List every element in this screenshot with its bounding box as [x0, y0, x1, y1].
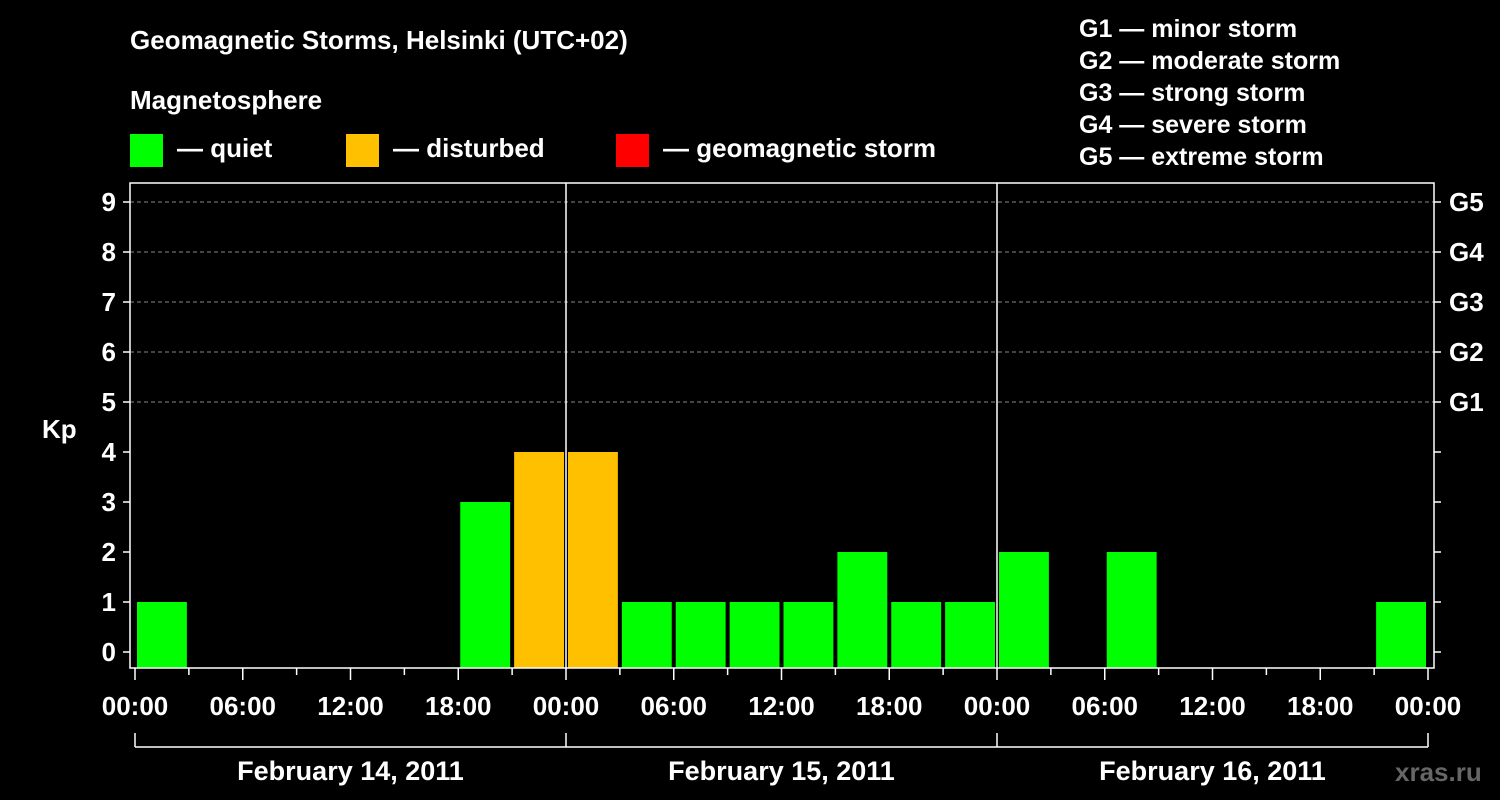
- x-tick-label: 00:00: [1395, 691, 1462, 721]
- kp-bar: [1376, 602, 1426, 668]
- legend-label-disturbed: — disturbed: [393, 133, 545, 163]
- legend: — quiet — disturbed — geomagnetic storm: [130, 133, 936, 167]
- day-label: February 16, 2011: [1099, 756, 1326, 786]
- storm-level-label: G3: [1449, 287, 1484, 317]
- legend-swatch-quiet: [130, 134, 163, 167]
- x-tick-label: 06:00: [641, 691, 708, 721]
- storm-level-label: G4: [1449, 237, 1484, 267]
- x-tick-label: 12:00: [317, 691, 384, 721]
- legend-swatch-disturbed: [346, 134, 379, 167]
- storm-level-label: G2: [1449, 337, 1484, 367]
- y-tick-label: 0: [102, 637, 116, 667]
- x-tick-label: 12:00: [1179, 691, 1246, 721]
- kp-bar: [783, 602, 834, 668]
- kp-bar: [137, 602, 187, 668]
- y-axis-label: Kp: [42, 414, 77, 444]
- x-tick-label: 18:00: [425, 691, 492, 721]
- kp-bar: [675, 602, 726, 668]
- y-tick-label: 9: [102, 187, 116, 217]
- x-tick-label: 00:00: [102, 691, 169, 721]
- kp-bar: [460, 502, 511, 668]
- storm-scale-list: G1 — minor storm G2 — moderate storm G3 — …: [1079, 15, 1340, 171]
- storm-level-label: G5: [1449, 187, 1484, 217]
- kp-bar: [514, 452, 564, 668]
- y-tick-label: 7: [102, 287, 116, 317]
- x-tick-label: 00:00: [964, 691, 1031, 721]
- kp-bar: [1106, 552, 1157, 668]
- kp-bar: [621, 602, 672, 668]
- y-tick-label: 5: [102, 387, 116, 417]
- y-tick-label: 6: [102, 337, 116, 367]
- x-tick-label: 18:00: [1287, 691, 1354, 721]
- x-tick-label: 06:00: [1072, 691, 1139, 721]
- y-tick-label: 8: [102, 237, 116, 267]
- day-label: February 15, 2011: [668, 756, 895, 786]
- plot-area: 0 1 2 3 4 5 6 7 8 9 G1 G2 G3 G4 G5 00:00 06:00 12:00 18:00…: [102, 182, 1484, 786]
- x-tick-label: 00:00: [533, 691, 600, 721]
- day-label: February 14, 2011: [237, 756, 464, 786]
- kp-bar: [945, 602, 995, 668]
- kp-bar: [891, 602, 942, 668]
- y-tick-label: 4: [102, 437, 117, 467]
- chart-title: Geomagnetic Storms, Helsinki (UTC+02): [130, 25, 628, 55]
- legend-label-quiet: — quiet: [177, 133, 273, 163]
- storm-scale-item: G1 — minor storm: [1079, 15, 1297, 43]
- legend-label-storm: — geomagnetic storm: [663, 133, 936, 163]
- x-tick-label: 06:00: [210, 691, 277, 721]
- kp-bar: [999, 552, 1049, 668]
- legend-swatch-storm: [616, 134, 649, 167]
- x-tick-label: 18:00: [856, 691, 923, 721]
- y-tick-label: 1: [102, 587, 116, 617]
- storm-scale-item: G4 — severe storm: [1079, 111, 1307, 139]
- storm-scale-item: G5 — extreme storm: [1079, 143, 1324, 171]
- storm-scale-item: G2 — moderate storm: [1079, 47, 1340, 75]
- kp-bar: [729, 602, 780, 668]
- storm-level-label: G1: [1449, 387, 1484, 417]
- storm-scale-item: G3 — strong storm: [1079, 79, 1305, 107]
- kp-bar: [568, 452, 618, 668]
- legend-heading: Magnetosphere: [130, 85, 322, 115]
- kp-bar: [837, 552, 888, 668]
- y-tick-label: 3: [102, 487, 116, 517]
- watermark: xras.ru: [1395, 757, 1482, 787]
- x-tick-label: 12:00: [748, 691, 815, 721]
- plot-frame: [129, 182, 1435, 669]
- y-tick-label: 2: [102, 537, 116, 567]
